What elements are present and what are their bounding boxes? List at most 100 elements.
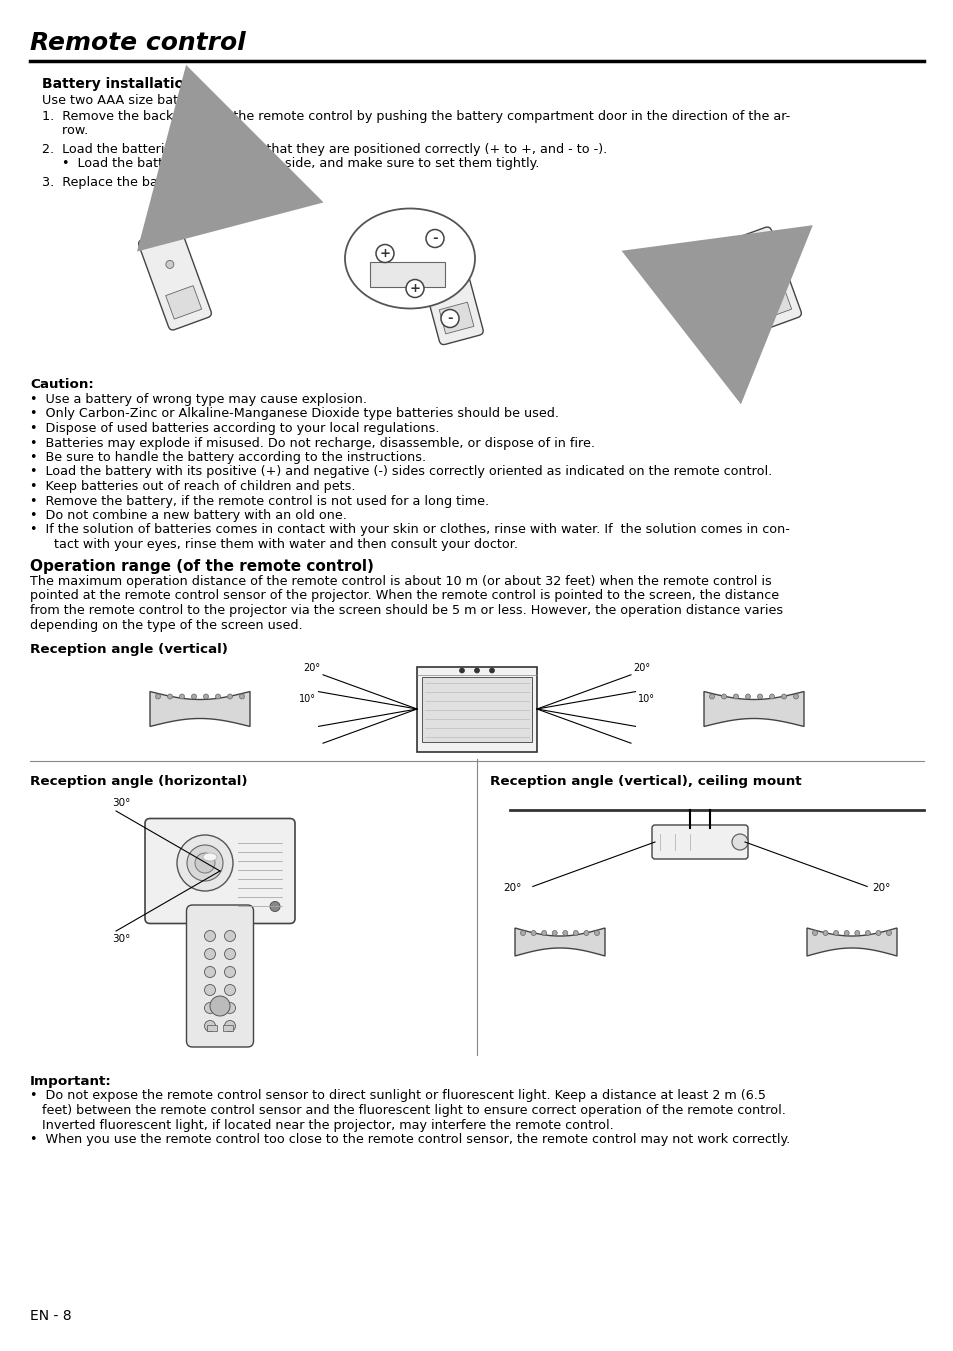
Circle shape xyxy=(440,309,458,327)
Circle shape xyxy=(781,694,785,698)
Circle shape xyxy=(270,901,280,912)
Text: 3.  Replace the back cover.: 3. Replace the back cover. xyxy=(42,176,214,189)
Circle shape xyxy=(168,694,172,698)
FancyBboxPatch shape xyxy=(421,677,532,742)
Text: •  Dispose of used batteries according to your local regulations.: • Dispose of used batteries according to… xyxy=(30,422,439,435)
Text: row.: row. xyxy=(42,124,89,138)
Text: 20°: 20° xyxy=(871,884,889,893)
Text: •  Be sure to handle the battery according to the instructions.: • Be sure to handle the battery accordin… xyxy=(30,451,426,463)
FancyBboxPatch shape xyxy=(186,905,253,1047)
Circle shape xyxy=(552,931,557,935)
Circle shape xyxy=(885,931,890,935)
Circle shape xyxy=(210,996,230,1016)
Polygon shape xyxy=(703,692,803,727)
Circle shape xyxy=(812,931,817,935)
Circle shape xyxy=(179,694,184,698)
FancyBboxPatch shape xyxy=(755,285,791,319)
Circle shape xyxy=(562,931,567,935)
Ellipse shape xyxy=(203,852,216,861)
Text: 20°: 20° xyxy=(632,663,649,673)
Text: 10°: 10° xyxy=(637,693,654,704)
Text: pointed at the remote control sensor of the projector. When the remote control i: pointed at the remote control sensor of … xyxy=(30,589,779,603)
Text: +: + xyxy=(409,282,420,295)
FancyBboxPatch shape xyxy=(145,819,294,924)
Bar xyxy=(370,262,444,286)
FancyBboxPatch shape xyxy=(138,227,212,330)
Text: The maximum operation distance of the remote control is about 10 m (or about 32 : The maximum operation distance of the re… xyxy=(30,576,771,588)
Text: Reception angle (horizontal): Reception angle (horizontal) xyxy=(30,775,247,788)
Circle shape xyxy=(474,667,479,673)
Circle shape xyxy=(375,245,394,262)
Text: 20°: 20° xyxy=(303,663,319,673)
FancyBboxPatch shape xyxy=(651,825,747,859)
Circle shape xyxy=(864,931,869,935)
Text: feet) between the remote control sensor and the fluorescent light to ensure corr: feet) between the remote control sensor … xyxy=(30,1104,785,1117)
FancyBboxPatch shape xyxy=(166,285,201,319)
Circle shape xyxy=(406,280,423,297)
Circle shape xyxy=(204,931,215,942)
Text: Reception angle (vertical): Reception angle (vertical) xyxy=(30,643,228,657)
Text: 30°: 30° xyxy=(112,934,131,944)
FancyBboxPatch shape xyxy=(416,666,537,751)
Text: depending on the type of the screen used.: depending on the type of the screen used… xyxy=(30,619,302,631)
Text: +: + xyxy=(379,247,390,259)
Text: Caution:: Caution: xyxy=(30,378,93,392)
Text: Important:: Important: xyxy=(30,1075,112,1088)
Circle shape xyxy=(541,931,546,935)
Text: •  Use a battery of wrong type may cause explosion.: • Use a battery of wrong type may cause … xyxy=(30,393,367,407)
Circle shape xyxy=(757,694,761,698)
Circle shape xyxy=(854,931,859,935)
Circle shape xyxy=(204,1002,215,1013)
Text: -: - xyxy=(432,232,437,245)
Circle shape xyxy=(204,985,215,996)
Circle shape xyxy=(843,931,848,935)
Text: Battery installation: Battery installation xyxy=(42,77,193,91)
Circle shape xyxy=(204,948,215,959)
Circle shape xyxy=(239,694,244,698)
Text: •  Load the battery with its positive (+) and negative (-) sides correctly orien: • Load the battery with its positive (+)… xyxy=(30,466,771,478)
Text: •  When you use the remote control too close to the remote control sensor, the r: • When you use the remote control too cl… xyxy=(30,1133,789,1146)
Text: •  Load the batteries from - spring side, and make sure to set them tightly.: • Load the batteries from - spring side,… xyxy=(62,158,538,170)
Circle shape xyxy=(520,931,525,935)
Polygon shape xyxy=(806,928,896,957)
Text: •  Do not combine a new battery with an old one.: • Do not combine a new battery with an o… xyxy=(30,509,347,521)
Polygon shape xyxy=(515,928,604,957)
Circle shape xyxy=(489,667,494,673)
Text: 20°: 20° xyxy=(502,884,520,893)
Circle shape xyxy=(709,694,714,698)
Ellipse shape xyxy=(755,261,763,269)
Text: Operation range (of the remote control): Operation range (of the remote control) xyxy=(30,558,374,574)
Text: •  If the solution of batteries comes in contact with your skin or clothes, rins: • If the solution of batteries comes in … xyxy=(30,523,789,536)
Text: •  Only Carbon-Zinc or Alkaline-Manganese Dioxide type batteries should be used.: • Only Carbon-Zinc or Alkaline-Manganese… xyxy=(30,408,558,420)
Ellipse shape xyxy=(345,208,475,308)
Circle shape xyxy=(720,694,726,698)
Text: •  Do not expose the remote control sensor to direct sunlight or fluorescent lig: • Do not expose the remote control senso… xyxy=(30,1089,765,1102)
Circle shape xyxy=(194,852,214,873)
Circle shape xyxy=(204,1020,215,1032)
Text: Reception angle (vertical), ceiling mount: Reception angle (vertical), ceiling moun… xyxy=(490,775,801,788)
Circle shape xyxy=(177,835,233,892)
Text: 2.  Load the batteries making sure that they are positioned correctly (+ to +, a: 2. Load the batteries making sure that t… xyxy=(42,143,607,155)
Text: Inverted fluorescent light, if located near the projector, may interfere the rem: Inverted fluorescent light, if located n… xyxy=(30,1119,613,1132)
Text: 1.  Remove the back cover of the remote control by pushing the battery compartme: 1. Remove the back cover of the remote c… xyxy=(42,109,789,123)
Text: •  Batteries may explode if misused. Do not recharge, disassemble, or dispose of: • Batteries may explode if misused. Do n… xyxy=(30,436,595,450)
Circle shape xyxy=(594,931,598,935)
Circle shape xyxy=(204,966,215,978)
FancyBboxPatch shape xyxy=(728,227,801,330)
Polygon shape xyxy=(150,692,250,727)
Circle shape xyxy=(227,694,233,698)
Text: -: - xyxy=(447,312,453,326)
Text: EN - 8: EN - 8 xyxy=(30,1309,71,1323)
Circle shape xyxy=(531,931,536,935)
Text: from the remote control to the projector via the screen should be 5 m or less. H: from the remote control to the projector… xyxy=(30,604,782,617)
Text: tact with your eyes, rinse them with water and then consult your doctor.: tact with your eyes, rinse them with wat… xyxy=(42,538,517,551)
FancyBboxPatch shape xyxy=(416,242,483,345)
Text: 10°: 10° xyxy=(298,693,315,704)
Circle shape xyxy=(769,694,774,698)
Circle shape xyxy=(187,844,223,881)
Circle shape xyxy=(215,694,220,698)
Circle shape xyxy=(224,966,235,978)
Circle shape xyxy=(459,667,464,673)
Bar xyxy=(223,1025,233,1031)
Circle shape xyxy=(224,985,235,996)
